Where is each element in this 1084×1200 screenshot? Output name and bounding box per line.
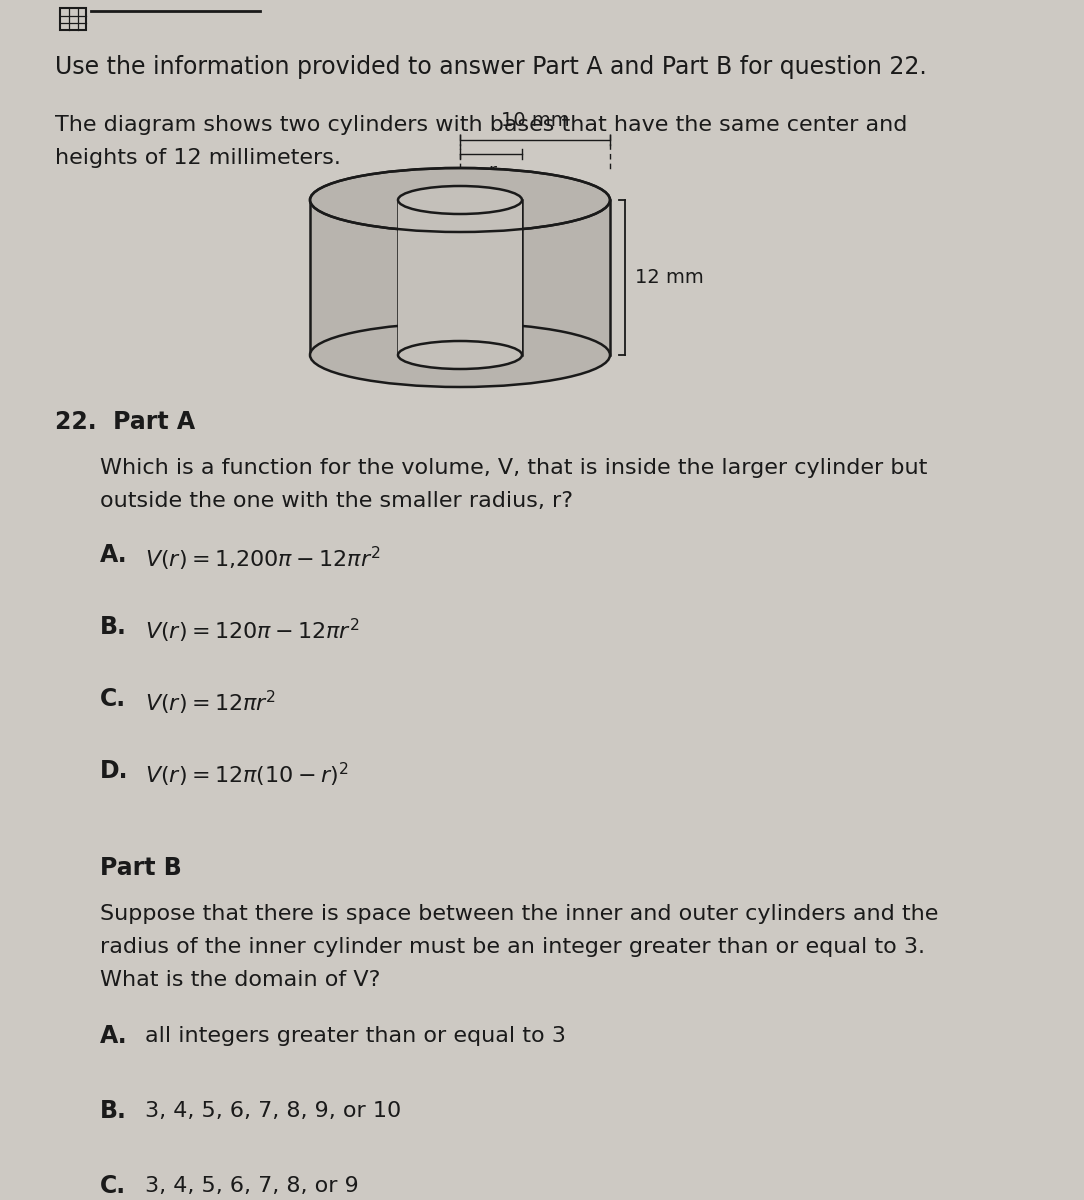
Bar — [60, 8, 86, 30]
Ellipse shape — [398, 186, 522, 214]
Text: heights of 12 millimeters.: heights of 12 millimeters. — [55, 148, 340, 168]
Text: The diagram shows two cylinders with bases that have the same center and: The diagram shows two cylinders with bas… — [55, 115, 907, 134]
Text: 12 mm: 12 mm — [635, 268, 704, 287]
Text: outside the one with the smaller radius, r?: outside the one with the smaller radius,… — [100, 491, 573, 511]
Polygon shape — [310, 200, 610, 355]
Text: A.: A. — [100, 542, 128, 566]
Text: 10 mm: 10 mm — [501, 110, 569, 130]
Text: Part B: Part B — [100, 856, 182, 880]
Text: 3, 4, 5, 6, 7, 8, or 9: 3, 4, 5, 6, 7, 8, or 9 — [145, 1176, 359, 1196]
Text: What is the domain of V?: What is the domain of V? — [100, 970, 380, 990]
Text: all integers greater than or equal to 3: all integers greater than or equal to 3 — [145, 1026, 566, 1046]
Text: $V(r) = 12\pi(10 - r)^2$: $V(r) = 12\pi(10 - r)^2$ — [145, 761, 348, 790]
Ellipse shape — [310, 323, 610, 386]
Text: A.: A. — [100, 1024, 128, 1048]
Text: C.: C. — [100, 686, 126, 710]
Polygon shape — [398, 200, 522, 355]
Text: $V(r) = 1{,}200\pi - 12\pi r^2$: $V(r) = 1{,}200\pi - 12\pi r^2$ — [145, 545, 380, 574]
Text: C.: C. — [100, 1174, 126, 1198]
Text: $V(r) = 120\pi - 12\pi r^2$: $V(r) = 120\pi - 12\pi r^2$ — [145, 617, 359, 646]
Text: r: r — [487, 162, 495, 181]
Text: 3, 4, 5, 6, 7, 8, 9, or 10: 3, 4, 5, 6, 7, 8, 9, or 10 — [145, 1102, 401, 1121]
Text: B.: B. — [100, 1099, 127, 1123]
Text: radius of the inner cylinder must be an integer greater than or equal to 3.: radius of the inner cylinder must be an … — [100, 937, 925, 958]
Text: Suppose that there is space between the inner and outer cylinders and the: Suppose that there is space between the … — [100, 904, 939, 924]
Ellipse shape — [310, 168, 610, 232]
Text: 22.  Part A: 22. Part A — [55, 410, 195, 434]
Ellipse shape — [398, 341, 522, 370]
Text: B.: B. — [100, 614, 127, 638]
Text: Use the information provided to answer Part A and Part B for question 22.: Use the information provided to answer P… — [55, 55, 927, 79]
Text: D.: D. — [100, 758, 129, 782]
Text: Which is a function for the volume, V, that is inside the larger cylinder but: Which is a function for the volume, V, t… — [100, 458, 928, 478]
Text: $V(r) = 12\pi r^2$: $V(r) = 12\pi r^2$ — [145, 689, 276, 718]
